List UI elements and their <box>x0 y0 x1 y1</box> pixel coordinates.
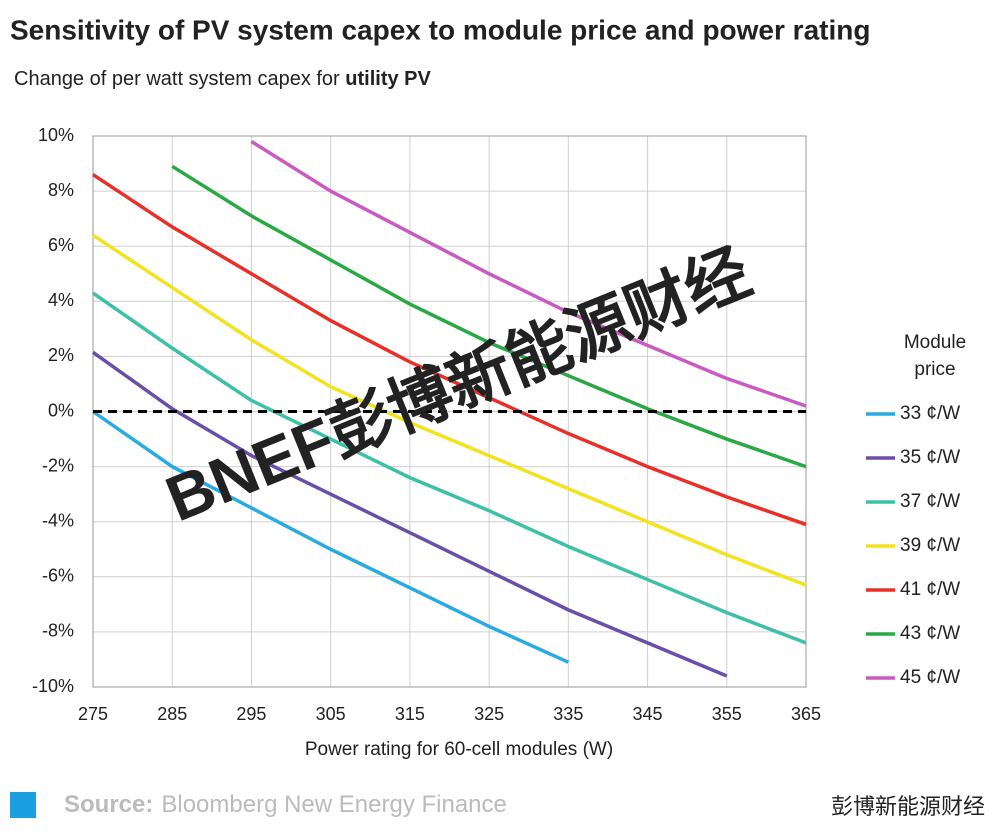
y-tick-label: 10% <box>38 125 74 145</box>
series-line <box>250 140 807 408</box>
x-tick-label: 315 <box>395 704 425 724</box>
y-tick-label: -4% <box>42 510 74 530</box>
x-tick-label: 325 <box>474 704 504 724</box>
series-line <box>92 410 570 664</box>
subtitle: Change of per watt system capex for util… <box>14 68 432 90</box>
legend-label: 37 ¢/W <box>900 491 960 512</box>
x-tick-label: 345 <box>633 704 663 724</box>
legend-label: 33 ¢/W <box>900 403 960 424</box>
x-axis-label: Power rating for 60-cell modules (W) <box>305 739 613 760</box>
legend-label: 35 ¢/W <box>900 447 960 468</box>
legend-label: 41 ¢/W <box>900 579 960 600</box>
y-tick-label: -2% <box>42 455 74 475</box>
x-tick-label: 275 <box>78 704 108 724</box>
source-label: Source: <box>64 791 153 818</box>
subtitle-text: Change of per watt system capex for <box>14 68 345 90</box>
series-line <box>92 233 807 587</box>
y-tick-label: -10% <box>32 676 74 696</box>
legend-label: 43 ¢/W <box>900 623 960 644</box>
y-tick-label: 6% <box>48 235 74 255</box>
source-text: Bloomberg New Energy Finance <box>161 791 507 818</box>
x-tick-label: 365 <box>791 704 821 724</box>
x-tick-label: 285 <box>157 704 187 724</box>
legend-title: Module <box>904 332 966 353</box>
source: Source: Bloomberg New Energy Finance <box>64 791 507 818</box>
legend-label: 45 ¢/W <box>900 667 960 688</box>
legend-label: 39 ¢/W <box>900 535 960 556</box>
x-tick-label: 295 <box>236 704 266 724</box>
x-tick-label: 355 <box>712 704 742 724</box>
series-line <box>91 350 728 678</box>
plot-area: 275 285 295 305 315 325 335 345 355 365 -10% -8% -6%… <box>32 125 821 724</box>
subtitle-bold: utility PV <box>345 68 431 90</box>
y-tick-label: 0% <box>48 400 74 420</box>
chart-title: Sensitivity of PV system capex to module… <box>10 14 870 45</box>
footer-brand: 彭博新能源财经 <box>831 794 985 819</box>
watermark: BNEF彭博新能源财经 <box>156 235 760 535</box>
series-line <box>92 291 807 645</box>
x-tick-label: 335 <box>553 704 583 724</box>
y-tick-label: 8% <box>48 180 74 200</box>
legend-title: price <box>914 359 955 380</box>
y-tick-label: 4% <box>48 290 74 310</box>
series-line <box>171 164 807 469</box>
y-tick-label: -8% <box>42 621 74 641</box>
source-icon <box>10 792 36 818</box>
y-tick-label: 2% <box>48 345 74 365</box>
y-tick-label: -6% <box>42 566 74 586</box>
x-tick-label: 305 <box>316 704 346 724</box>
series-line <box>92 173 807 527</box>
